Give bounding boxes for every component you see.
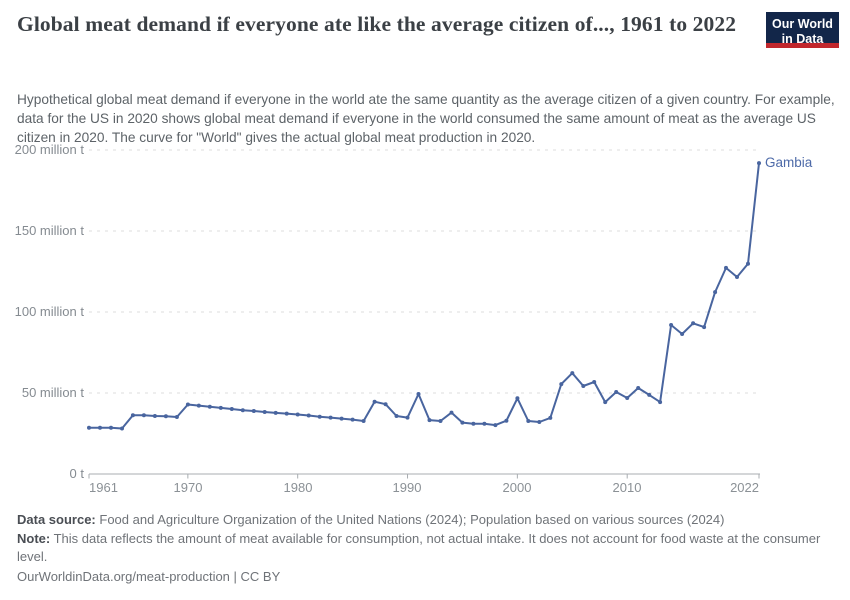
x-tick-label-2010: 2010	[613, 480, 642, 495]
data-point-2016[interactable]	[691, 321, 696, 326]
data-point-1965[interactable]	[130, 413, 135, 418]
page-title: Global meat demand if everyone ate like …	[17, 12, 737, 36]
data-point-1967[interactable]	[152, 414, 157, 418]
data-point-1972[interactable]	[207, 404, 212, 409]
x-tick-label-2022: 2022	[730, 480, 759, 495]
x-tick-label-1990: 1990	[393, 480, 422, 495]
data-point-1980[interactable]	[295, 412, 300, 417]
footer-data-source: Data source: Food and Agriculture Organi…	[17, 511, 841, 528]
data-point-1981[interactable]	[306, 413, 311, 418]
x-tick-label-2000: 2000	[503, 480, 532, 495]
data-point-2021[interactable]	[746, 261, 750, 266]
data-point-2002[interactable]	[537, 420, 542, 424]
x-tick-label-1980: 1980	[284, 480, 313, 495]
series-line[interactable]	[88, 162, 760, 430]
data-point-1994[interactable]	[449, 410, 454, 415]
data-point-1983[interactable]	[328, 415, 333, 420]
data-point-1971[interactable]	[196, 403, 201, 408]
data-point-1973[interactable]	[218, 405, 223, 410]
data-point-1995[interactable]	[460, 420, 465, 425]
chart-subtitle: Hypothetical global meat demand if every…	[17, 92, 835, 145]
owid-logo-line2: in Data	[781, 32, 824, 46]
x-tick-label-1961: 1961	[89, 480, 118, 495]
data-point-1977[interactable]	[262, 410, 267, 414]
owid-logo[interactable]: Our World in Data	[766, 12, 839, 48]
data-point-1963[interactable]	[109, 425, 113, 430]
data-point-1970[interactable]	[185, 402, 190, 407]
note-label: Note:	[17, 531, 51, 546]
data-series-gambia[interactable]	[87, 161, 761, 431]
data-point-1979[interactable]	[284, 411, 289, 416]
y-tick-label-150: 150 million t	[15, 223, 85, 238]
data-point-1998[interactable]	[493, 423, 498, 428]
data-point-1964[interactable]	[120, 426, 124, 431]
data-point-2017[interactable]	[702, 325, 707, 330]
data-point-1988[interactable]	[383, 402, 388, 407]
data-point-1985[interactable]	[350, 417, 355, 422]
data-point-2018[interactable]	[713, 290, 718, 295]
data-point-1990[interactable]	[405, 415, 410, 420]
data-point-2000[interactable]	[515, 396, 520, 401]
data-point-1982[interactable]	[317, 414, 322, 419]
data-point-1975[interactable]	[240, 408, 245, 413]
data-point-2007[interactable]	[592, 380, 597, 384]
y-tick-label-200: 200 million t	[15, 142, 85, 157]
y-tick-label-100: 100 million t	[15, 304, 85, 319]
data-point-2015[interactable]	[680, 332, 685, 336]
data-source-label: Data source:	[17, 512, 96, 527]
data-point-1996[interactable]	[471, 421, 476, 426]
note-text: This data reflects the amount of meat av…	[17, 531, 821, 564]
series-label-gambia[interactable]: Gambia	[765, 155, 813, 170]
data-point-1984[interactable]	[339, 416, 344, 421]
data-source-text: Food and Agriculture Organization of the…	[99, 512, 725, 527]
owid-logo-line1: Our World	[772, 17, 833, 31]
footer-license-link[interactable]: OurWorldinData.org/meat-production | CC …	[17, 569, 281, 584]
data-point-1989[interactable]	[394, 414, 399, 418]
data-point-1986[interactable]	[361, 419, 366, 423]
x-tick-label-1970: 1970	[174, 480, 203, 495]
data-point-1991[interactable]	[416, 392, 421, 396]
data-point-1966[interactable]	[141, 413, 146, 418]
data-point-2019[interactable]	[724, 265, 728, 270]
data-point-1978[interactable]	[273, 410, 278, 415]
data-point-1987[interactable]	[372, 399, 377, 404]
y-tick-label-0: 0 t	[70, 466, 85, 481]
data-point-1993[interactable]	[438, 419, 443, 423]
data-point-2001[interactable]	[526, 419, 531, 423]
footer-note: Note: This data reflects the amount of m…	[17, 530, 841, 565]
x-axis-ticks	[88, 474, 760, 479]
data-point-1999[interactable]	[504, 418, 509, 423]
data-point-1962[interactable]	[98, 425, 102, 430]
data-point-2014[interactable]	[669, 323, 674, 327]
data-point-2022[interactable]	[757, 161, 761, 166]
data-point-1969[interactable]	[174, 415, 179, 419]
y-tick-label-50: 50 million t	[22, 385, 85, 400]
data-point-2008[interactable]	[603, 400, 608, 405]
data-point-2012[interactable]	[647, 392, 652, 397]
data-point-2010[interactable]	[625, 396, 630, 400]
data-point-2020[interactable]	[735, 275, 739, 279]
data-point-1968[interactable]	[163, 414, 168, 419]
data-point-2003[interactable]	[548, 415, 553, 420]
data-point-2013[interactable]	[658, 400, 663, 405]
data-point-2011[interactable]	[636, 386, 641, 390]
gridlines	[89, 149, 760, 394]
data-point-2004[interactable]	[559, 382, 564, 387]
data-point-2006[interactable]	[581, 384, 586, 388]
data-point-1997[interactable]	[482, 421, 487, 426]
data-point-1974[interactable]	[229, 407, 234, 411]
data-point-1976[interactable]	[251, 409, 256, 413]
data-point-2009[interactable]	[614, 390, 619, 394]
data-point-1992[interactable]	[427, 418, 432, 423]
data-point-1961[interactable]	[87, 425, 91, 430]
data-point-2005[interactable]	[570, 371, 575, 376]
